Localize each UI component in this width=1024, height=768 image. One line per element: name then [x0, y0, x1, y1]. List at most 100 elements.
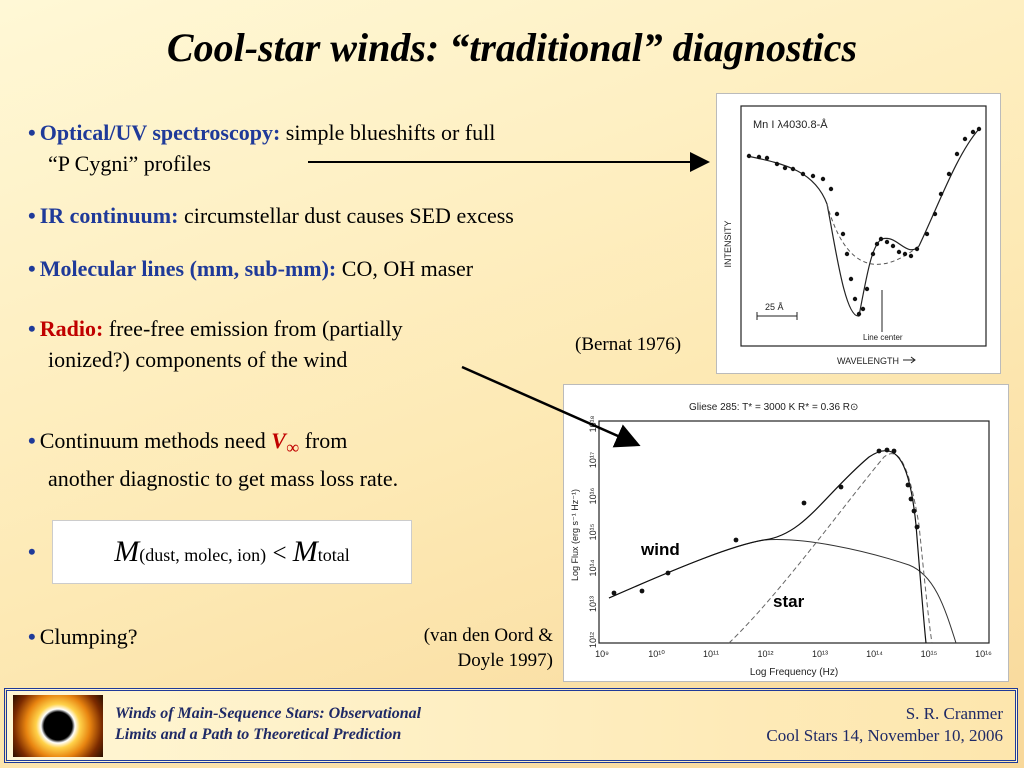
profile-data-point — [852, 296, 858, 302]
infinity-symbol: ∞ — [285, 437, 300, 458]
profile-data-point — [884, 239, 890, 245]
bullet-text-continued: another diagnostic to get mass loss rate… — [48, 466, 399, 492]
footer-author: S. R. Cranmer Cool Stars 14, November 10… — [766, 703, 1003, 747]
profile-data-point — [848, 276, 854, 282]
star-component-curve — [728, 453, 933, 644]
star-label: star — [773, 592, 805, 611]
y-tick-label: 10¹⁴ — [588, 559, 598, 576]
profile-data-point — [902, 251, 908, 257]
slide-title: Cool-star winds: “traditional” diagnosti… — [166, 25, 858, 70]
sed-data-point — [914, 524, 920, 530]
profile-data-point — [764, 155, 770, 161]
bullet-text: simple blueshifts or full — [285, 120, 496, 145]
x-tick-label: 10¹⁴ — [866, 649, 883, 659]
profile-data-point — [774, 161, 780, 167]
sed-data-point — [611, 590, 617, 596]
footer-line: S. R. Cranmer — [905, 704, 1003, 723]
profile-data-point — [870, 251, 876, 257]
profile-data-point — [856, 311, 862, 317]
m-dot-symbol-total: M — [292, 535, 318, 568]
bullet-text-continued: “P Cygni” profiles — [48, 151, 211, 176]
bullet-dot: • — [28, 256, 36, 281]
arrow-to-sed — [461, 365, 641, 448]
sed-x-axis-label: Log Frequency (Hz) — [750, 667, 838, 678]
bullet-radio: • Radio: free-free emission from (partial… — [28, 313, 403, 375]
x-tick-label: 10¹³ — [812, 649, 828, 659]
profile-data-point — [908, 253, 914, 259]
profile-data-point — [896, 249, 902, 255]
sed-y-axis-label: Log Flux (erg s⁻¹ Hz⁻¹) — [570, 489, 580, 581]
bullet-continuum-methods: • Continuum methods need V∞ from another … — [28, 425, 398, 494]
x-tick-label: 10¹¹ — [703, 649, 719, 659]
profile-data-point — [782, 165, 788, 171]
y-tick-label: 10¹² — [588, 632, 598, 648]
bullet-molecular-lines: • Molecular lines (mm, sub-mm): CO, OH ma… — [28, 253, 473, 284]
sed-data-point — [639, 588, 645, 594]
profile-data-point — [962, 136, 968, 142]
bullet-ir-continuum: • IR continuum: circumstellar dust causes… — [28, 200, 514, 231]
profile-data-point — [756, 154, 762, 160]
v-infinity: V∞ — [271, 428, 299, 457]
profile-data-point — [834, 211, 840, 217]
profile-data-point — [946, 171, 952, 177]
footer-line: Cool Stars 14, November 10, 2006 — [766, 726, 1003, 745]
bullet-dot: • — [28, 428, 36, 453]
sed-data-point — [905, 482, 911, 488]
plot-frame — [740, 105, 987, 347]
profile-data-point — [954, 151, 960, 157]
y-tick-label: 10¹⁶ — [588, 487, 598, 504]
equation-sub-left: (dust, molec, ion) — [139, 545, 267, 565]
footer-line: Limits and a Path to Theoretical Predict… — [115, 726, 402, 743]
total-fit-curve — [608, 450, 927, 644]
bullet-text: Clumping? — [39, 624, 138, 649]
y-axis-label: INTENSITY — [723, 220, 733, 267]
y-tick-label: 10¹⁷ — [588, 452, 598, 468]
wavelength-arrow-icon — [903, 356, 916, 364]
bullet-label: Radio: — [39, 316, 104, 341]
profile-data-point — [924, 231, 930, 237]
bullet-dot: • — [28, 539, 36, 564]
bullet-clumping: • Clumping? — [28, 621, 137, 652]
line-profile-figure: Mn I λ4030.8-Å INTENSITY WAVELENGTH 25 Å… — [716, 93, 1001, 374]
bullet-text: Continuum methods need — [39, 428, 266, 453]
equation-sub-right: total — [317, 545, 350, 565]
profile-data-point — [890, 243, 896, 249]
profile-data-point — [820, 176, 826, 182]
profile-data-point — [840, 231, 846, 237]
bullet-text: free-free emission from (partially — [108, 316, 403, 341]
sed-data-points — [611, 447, 920, 596]
profile-data-point — [938, 191, 944, 197]
wind-label: wind — [640, 540, 680, 559]
bullet-equation: • — [28, 536, 40, 567]
sed-data-point — [891, 448, 897, 454]
bullet-label: IR continuum: — [39, 203, 179, 228]
line-profile-plot: Mn I λ4030.8-Å INTENSITY WAVELENGTH 25 Å… — [723, 105, 987, 366]
sed-data-point — [908, 496, 914, 502]
x-tick-label: 10¹⁶ — [975, 649, 992, 659]
profile-data-point — [970, 129, 976, 135]
v-symbol: V — [271, 428, 286, 453]
sed-plot: Gliese 285: T* = 3000 K R* = 0.36 R⊙ Log… — [570, 402, 992, 678]
equation-relation: < — [272, 540, 287, 567]
sed-data-point — [911, 508, 917, 514]
x-axis-label: WAVELENGTH — [837, 356, 899, 366]
eclipse-logo-icon — [13, 695, 103, 757]
bullet-optical-uv: • Optical/UV spectroscopy: simple blueshi… — [28, 117, 495, 179]
profile-data-point — [860, 306, 866, 312]
line-center-label: Line center — [863, 333, 903, 342]
sed-data-point — [876, 448, 882, 454]
sed-data-point — [665, 570, 671, 576]
sed-title: Gliese 285: T* = 3000 K R* = 0.36 R⊙ — [689, 402, 858, 413]
profile-data-point — [874, 241, 880, 247]
profile-data-point — [746, 153, 752, 159]
y-tick-label: 10¹³ — [588, 596, 598, 612]
profile-data-point — [914, 246, 920, 252]
profile-data-point — [864, 286, 870, 292]
scale-label: 25 Å — [765, 302, 784, 312]
x-tick-label: 10¹² — [757, 649, 773, 659]
x-tick-label: 10¹⁵ — [921, 649, 938, 659]
profile-data-point — [810, 173, 816, 179]
footer-line: Winds of Main-Sequence Stars: Observatio… — [115, 705, 422, 722]
profile-data-point — [932, 211, 938, 217]
scale-bar — [756, 312, 798, 320]
